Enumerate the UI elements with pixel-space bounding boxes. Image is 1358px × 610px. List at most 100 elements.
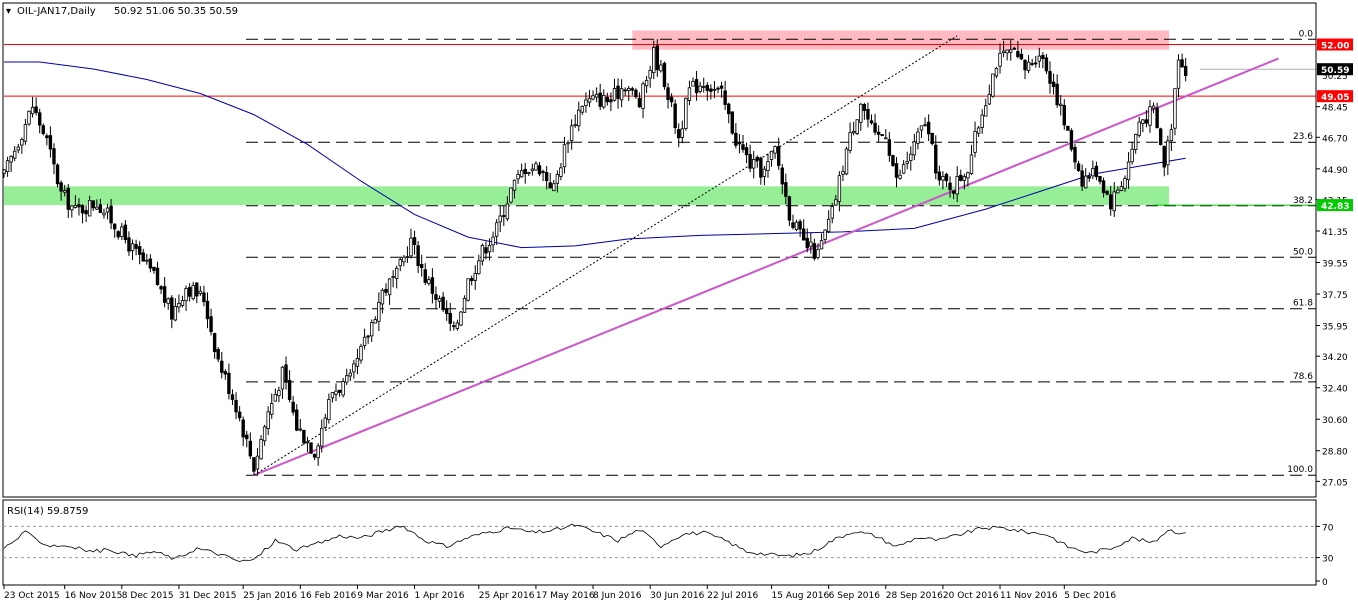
candle-bear (1094, 165, 1099, 178)
candle-bear (230, 394, 235, 400)
candle-bear (1087, 176, 1091, 179)
candle-bull (494, 222, 499, 237)
candle-bear (862, 104, 867, 111)
candle-bear (80, 205, 85, 214)
candle-bull (191, 285, 195, 300)
candle-bear (220, 360, 224, 373)
candle-bear (523, 168, 527, 175)
candle-bear (1041, 55, 1045, 59)
candle-bear (127, 237, 131, 252)
candle-bull (330, 392, 335, 399)
candle-bull (994, 67, 999, 77)
candle-bull (898, 174, 902, 179)
candle-bull (552, 183, 556, 192)
candle-bull (984, 105, 988, 117)
candle-bear (216, 349, 220, 360)
candle-bear (98, 204, 103, 213)
price-axis-label: 39.55 (1322, 260, 1348, 270)
candle-bull (95, 206, 99, 210)
rsi-panel-frame (2, 499, 1317, 586)
time-axis-label: 17 May 2016 (536, 591, 595, 601)
candle-bear (452, 325, 456, 328)
candle-bear (248, 440, 253, 457)
candle-bull (1059, 103, 1063, 107)
candle-bull (1148, 106, 1152, 126)
candle-bull (1130, 148, 1134, 163)
candle-bull (1169, 129, 1174, 142)
chart-symbol-label: OIL-JAN17,Daily (17, 6, 96, 17)
candle-bear (1076, 163, 1081, 171)
candle-bear (502, 215, 506, 217)
price-tag-label: 42.83 (1321, 202, 1349, 212)
candle-bear (1109, 194, 1113, 210)
candle-bear (41, 125, 45, 135)
candle-bear (152, 266, 156, 271)
candle-bull (512, 179, 517, 191)
time-axis-label: 23 Oct 2015 (4, 591, 60, 601)
candle-bear (1098, 175, 1102, 182)
candle-bull (87, 199, 92, 217)
candle-bull (987, 93, 992, 105)
candle-bear (734, 132, 738, 146)
candle-bear (959, 174, 963, 181)
candle-bear (1034, 62, 1038, 65)
candle-bull (976, 127, 981, 134)
candle-bull (255, 455, 260, 470)
candle-bull (262, 426, 267, 442)
candle-bear (1012, 47, 1017, 50)
candle-bull (1166, 140, 1170, 166)
candle-bear (880, 134, 884, 136)
candle-bear (1066, 125, 1070, 131)
candle-bear (1051, 81, 1056, 88)
candle-bear (202, 292, 206, 303)
candle-bull (794, 221, 799, 230)
candle-bull (398, 259, 402, 267)
candle-bull (377, 301, 381, 322)
candle-bull (459, 311, 463, 326)
candle-bear (469, 278, 474, 282)
candle-bear (709, 88, 713, 92)
candle-bear (723, 90, 727, 105)
candle-bear (873, 122, 877, 133)
candle-bull (394, 267, 399, 279)
candle-bull (184, 288, 188, 302)
candle-bull (5, 160, 10, 172)
candle-bull (341, 381, 345, 396)
candle-bear (141, 252, 145, 262)
candle-bear (1055, 83, 1059, 106)
candle-bear (730, 111, 734, 134)
candle-bull (519, 170, 524, 178)
time-axis-label: 25 Jan 2016 (243, 591, 297, 601)
candle-bull (409, 237, 413, 257)
time-axis-label: 31 Dec 2015 (179, 591, 237, 601)
price-tag-label: 52.00 (1321, 42, 1349, 52)
candle-bull (259, 439, 263, 460)
candle-bull (270, 403, 274, 415)
candle-bear (677, 129, 681, 139)
candle-bull (819, 240, 824, 250)
candle-bear (448, 312, 452, 324)
price-tag-label: 50.59 (1321, 66, 1349, 76)
candle-bull (587, 97, 592, 103)
candle-bull (923, 124, 927, 127)
candle-bear (741, 144, 745, 150)
price-axis-label: 30.60 (1322, 416, 1348, 426)
candle-bull (105, 207, 110, 213)
candle-bear (284, 364, 288, 383)
candle-bull (316, 445, 320, 459)
price-axis-label: 37.75 (1322, 291, 1348, 301)
candle-bear (1073, 146, 1077, 163)
candle-bull (27, 110, 31, 125)
candle-bear (366, 335, 370, 338)
candle-bear (1069, 130, 1074, 150)
candle-bull (569, 125, 574, 141)
candle-bear (755, 156, 759, 161)
candle-bear (34, 106, 38, 113)
candle-bull (702, 85, 706, 88)
candle-bull (23, 124, 28, 142)
candle-bull (487, 244, 492, 253)
candle-bull (884, 137, 888, 140)
price-axis-label: 32.40 (1322, 385, 1348, 395)
